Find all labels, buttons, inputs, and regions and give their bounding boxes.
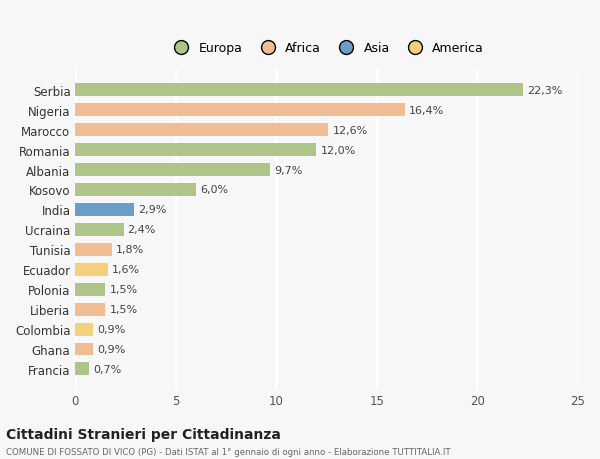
Text: 9,7%: 9,7% [274,165,302,175]
Bar [76,203,134,216]
Text: 1,5%: 1,5% [110,285,137,295]
Text: 0,7%: 0,7% [94,364,122,374]
Bar [76,363,89,375]
Text: COMUNE DI FOSSATO DI VICO (PG) - Dati ISTAT al 1° gennaio di ogni anno - Elabora: COMUNE DI FOSSATO DI VICO (PG) - Dati IS… [6,448,451,456]
Bar [76,243,112,256]
Text: 6,0%: 6,0% [200,185,228,195]
Bar [76,124,328,137]
Text: 0,9%: 0,9% [97,325,126,334]
Bar [76,164,270,177]
Text: 2,9%: 2,9% [137,205,166,215]
Bar [76,184,196,196]
Text: 0,9%: 0,9% [97,344,126,354]
Bar [76,343,94,356]
Legend: Europa, Africa, Asia, America: Europa, Africa, Asia, America [164,37,489,60]
Text: 2,4%: 2,4% [128,225,156,235]
Bar [76,283,106,296]
Bar [76,84,523,97]
Text: Cittadini Stranieri per Cittadinanza: Cittadini Stranieri per Cittadinanza [6,427,281,442]
Bar [76,224,124,236]
Text: 1,5%: 1,5% [110,304,137,314]
Text: 1,8%: 1,8% [116,245,144,255]
Text: 12,6%: 12,6% [332,125,368,135]
Text: 22,3%: 22,3% [527,85,563,95]
Bar [76,144,316,157]
Bar [76,263,107,276]
Text: 16,4%: 16,4% [409,106,444,115]
Text: 1,6%: 1,6% [112,265,140,274]
Text: 12,0%: 12,0% [320,145,356,155]
Bar [76,303,106,316]
Bar [76,323,94,336]
Bar [76,104,405,117]
